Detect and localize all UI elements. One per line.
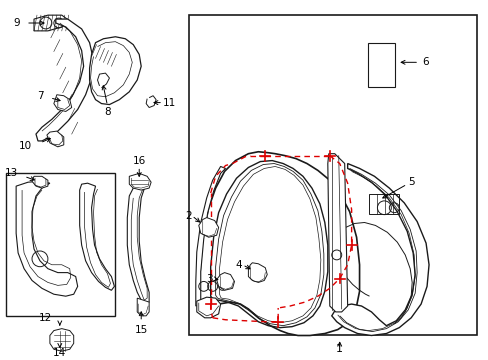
Polygon shape [200, 152, 359, 336]
Polygon shape [50, 329, 74, 351]
Text: 3: 3 [205, 274, 212, 284]
Bar [188, 15, 476, 336]
Text: 10: 10 [19, 141, 32, 151]
Polygon shape [216, 273, 234, 290]
Bar [369, 194, 399, 213]
Polygon shape [32, 176, 48, 188]
Bar [6, 174, 115, 316]
Polygon shape [195, 166, 225, 306]
Polygon shape [80, 183, 114, 290]
Text: 4: 4 [235, 260, 242, 270]
Polygon shape [36, 19, 93, 141]
Text: 1: 1 [336, 344, 343, 354]
Polygon shape [54, 95, 72, 112]
Text: 15: 15 [134, 325, 147, 334]
Polygon shape [127, 183, 149, 304]
Text: 9: 9 [14, 18, 20, 28]
Text: 5: 5 [407, 177, 414, 187]
Polygon shape [47, 131, 63, 147]
Polygon shape [327, 154, 347, 312]
Polygon shape [331, 163, 428, 336]
Polygon shape [198, 217, 218, 237]
Polygon shape [89, 37, 141, 104]
Text: 14: 14 [53, 348, 66, 358]
Polygon shape [196, 297, 220, 318]
Text: 2: 2 [185, 211, 191, 221]
Bar [367, 43, 394, 87]
Text: 8: 8 [104, 107, 111, 117]
Polygon shape [137, 298, 149, 316]
Polygon shape [34, 15, 70, 31]
Text: 6: 6 [421, 57, 427, 67]
Text: 16: 16 [132, 156, 145, 166]
Polygon shape [16, 181, 78, 296]
Text: 13: 13 [5, 168, 18, 178]
Polygon shape [129, 174, 151, 190]
Text: 12: 12 [39, 313, 52, 323]
Text: 11: 11 [162, 98, 175, 108]
Text: 7: 7 [37, 91, 44, 101]
